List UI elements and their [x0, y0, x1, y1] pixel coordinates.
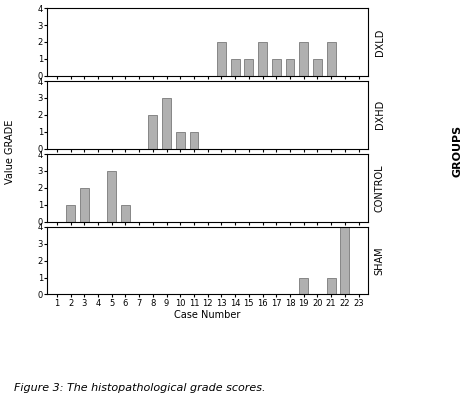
Bar — [217, 42, 226, 76]
Text: Value GRADE: Value GRADE — [5, 119, 15, 184]
Bar — [244, 59, 253, 76]
X-axis label: Case Number: Case Number — [175, 310, 241, 320]
Bar — [80, 188, 89, 222]
Bar — [121, 204, 130, 222]
Bar — [107, 171, 116, 222]
Text: SHAM: SHAM — [375, 246, 385, 275]
Bar — [66, 204, 75, 222]
Bar — [327, 42, 336, 76]
Bar — [313, 59, 322, 76]
Text: CONTROL: CONTROL — [375, 164, 385, 211]
Bar — [299, 278, 308, 294]
Text: DXHD: DXHD — [375, 100, 385, 130]
Bar — [286, 59, 295, 76]
Bar — [162, 98, 171, 148]
Bar — [299, 42, 308, 76]
Bar — [340, 227, 349, 294]
Bar — [148, 115, 157, 148]
Bar — [272, 59, 281, 76]
Text: Figure 3: The histopathological grade scores.: Figure 3: The histopathological grade sc… — [14, 383, 266, 393]
Text: DXLD: DXLD — [375, 28, 385, 56]
Bar — [327, 278, 336, 294]
Bar — [258, 42, 267, 76]
Bar — [189, 132, 198, 148]
Bar — [176, 132, 185, 148]
Text: GROUPS: GROUPS — [453, 125, 463, 178]
Bar — [231, 59, 240, 76]
